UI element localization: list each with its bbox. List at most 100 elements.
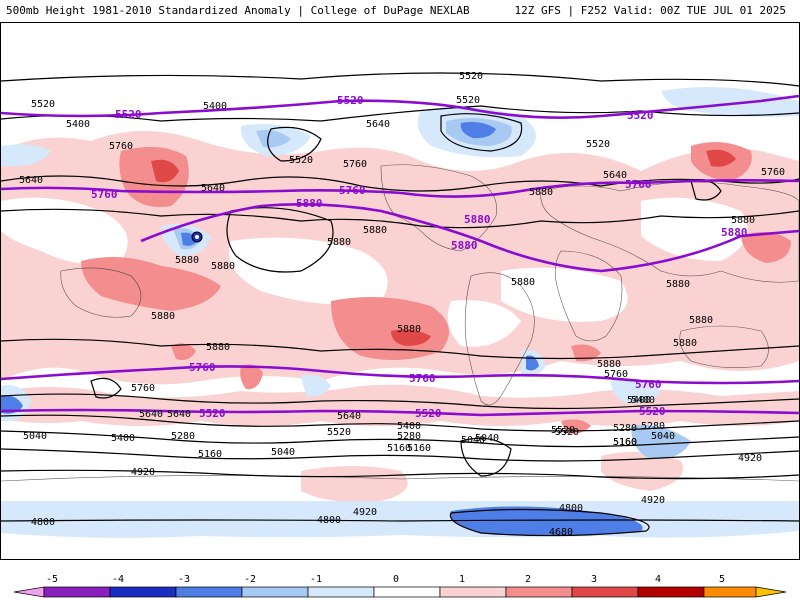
contour-label: 5520 — [551, 425, 575, 436]
contour-label-purple: 5880 — [721, 226, 748, 239]
colorbar-tick-label: 2 — [525, 574, 531, 585]
contour-label: 5160 — [198, 449, 222, 460]
contour-label: 5520 — [459, 71, 483, 82]
map-panel: 5520 5520 5400 5400 5520 5640 5760 5640 … — [0, 22, 800, 560]
contour-label: 5160 — [387, 443, 411, 454]
contour-label-purple: 5520 — [415, 407, 442, 420]
colorbar-tick-label: 4 — [655, 574, 661, 585]
contour-label: 5280 — [641, 421, 665, 432]
contour-label: 5520 — [456, 95, 480, 106]
contour-label: 5880 — [211, 261, 235, 272]
contour-label: 5400 — [397, 421, 421, 432]
contour-label-purple: 5760 — [91, 188, 118, 201]
contour-label-purple: 5760 — [189, 361, 216, 374]
contour-label: 4680 — [549, 527, 573, 538]
contour-label: 5040 — [461, 435, 485, 446]
contour-label: 4920 — [131, 467, 155, 478]
contour-label: 5640 — [167, 409, 191, 420]
contour-label: 5400 — [66, 119, 90, 130]
contour-label: 5640 — [337, 411, 361, 422]
contour-label: 5760 — [131, 383, 155, 394]
colorbar-swatches — [13, 586, 787, 598]
colorbar-tick-label: 3 — [591, 574, 597, 585]
contour-label: 5520 — [327, 427, 351, 438]
contour-label: 5280 — [613, 423, 637, 434]
contour-label: 5880 — [397, 324, 421, 335]
contour-label-purple: 5880 — [296, 197, 323, 210]
contour-label: 5880 — [666, 279, 690, 290]
colorbar: -5 -4 -3 -2 -1 0 1 2 3 4 5 — [13, 574, 787, 598]
contour-label: 4920 — [353, 507, 377, 518]
contour-label-purple: 5520 — [627, 109, 654, 122]
contour-label: 5880 — [529, 187, 553, 198]
colorbar-tick-label: -1 — [310, 574, 322, 585]
contour-label: 5880 — [327, 237, 351, 248]
contour-label-purple: 5520 — [199, 407, 226, 420]
low-center-markers — [191, 231, 203, 243]
anomaly-map: 5520 5520 5400 5400 5520 5640 5760 5640 … — [1, 71, 799, 538]
height-contours-black — [1, 72, 799, 537]
contour-label-purple: 5520 — [639, 405, 666, 418]
contour-label: 5400 — [631, 395, 655, 406]
contour-label: 4800 — [31, 517, 55, 528]
contour-label: 5160 — [613, 437, 637, 448]
contour-label: 5400 — [203, 101, 227, 112]
contour-label: 5400 — [111, 433, 135, 444]
contour-label: 5760 — [604, 369, 628, 380]
contour-label-purple: 5760 — [409, 372, 436, 385]
contour-label: 5040 — [475, 433, 499, 444]
contour-label: 5880 — [731, 215, 755, 226]
contour-label: 5640 — [201, 183, 225, 194]
contour-label: 5760 — [761, 167, 785, 178]
contour-label: 4800 — [317, 515, 341, 526]
colorbar-tick-label: -5 — [46, 574, 58, 585]
contour-label: 5160 — [407, 443, 431, 454]
contour-label: 5520 — [555, 427, 579, 438]
contour-label: 4920 — [641, 495, 665, 506]
black-contour-labels: 5520 5520 5400 5400 5520 5640 5760 5640 … — [19, 71, 785, 538]
contour-label: 5760 — [109, 141, 133, 152]
contour-label: 5040 — [23, 431, 47, 442]
contour-label: 5880 — [175, 255, 199, 266]
contour-label: 5880 — [363, 225, 387, 236]
title-left: 500mb Height 1981-2010 Standardized Anom… — [6, 4, 470, 17]
contour-label: 5880 — [597, 359, 621, 370]
contour-label-purple: 5760 — [625, 178, 652, 191]
contour-label-purple: 5520 — [115, 108, 142, 121]
colorbar-tick-label: -2 — [244, 574, 256, 585]
contour-label: 5880 — [206, 342, 230, 353]
contour-label: 5640 — [139, 409, 163, 420]
colorbar-tick-label: 1 — [459, 574, 465, 585]
contour-label: 5880 — [673, 338, 697, 349]
contour-label: 5640 — [603, 170, 627, 181]
contour-label: 5280 — [397, 431, 421, 442]
title-right: 12Z GFS | F252 Valid: 00Z TUE JUL 01 202… — [514, 4, 786, 17]
contour-label-purple: 5760 — [339, 184, 366, 197]
contour-label: 5880 — [151, 311, 175, 322]
height-contours-purple — [1, 94, 799, 417]
contour-label: 5280 — [171, 431, 195, 442]
contour-label: 5880 — [511, 277, 535, 288]
contour-label: 5520 — [31, 99, 55, 110]
contour-label: 5640 — [366, 119, 390, 130]
colorbar-ticks: -5 -4 -3 -2 -1 0 1 2 3 4 5 — [46, 574, 725, 585]
contour-label: 5040 — [271, 447, 295, 458]
colorbar-tick-label: 0 — [393, 574, 399, 585]
contour-label-purple: 5880 — [451, 239, 478, 252]
contour-label-purple: 5520 — [337, 94, 364, 107]
colorbar-tick-label: -4 — [112, 574, 124, 585]
contour-label: 5640 — [19, 175, 43, 186]
colorbar-tick-label: 5 — [719, 574, 725, 585]
contour-label: 5760 — [343, 159, 367, 170]
continent-outlines — [1, 164, 799, 482]
contour-label: 4800 — [559, 503, 583, 514]
contour-label-purple: 5760 — [635, 378, 662, 391]
contour-label-purple: 5880 — [464, 213, 491, 226]
contour-label: 5040 — [651, 431, 675, 442]
contour-label: 5880 — [689, 315, 713, 326]
contour-label: 5520 — [586, 139, 610, 150]
contour-label: 4920 — [738, 453, 762, 464]
contour-label: 5520 — [289, 155, 313, 166]
colorbar-tick-label: -3 — [178, 574, 190, 585]
purple-contour-labels: 5520 5520 5520 5760 5760 5760 5880 5880 … — [91, 94, 748, 420]
